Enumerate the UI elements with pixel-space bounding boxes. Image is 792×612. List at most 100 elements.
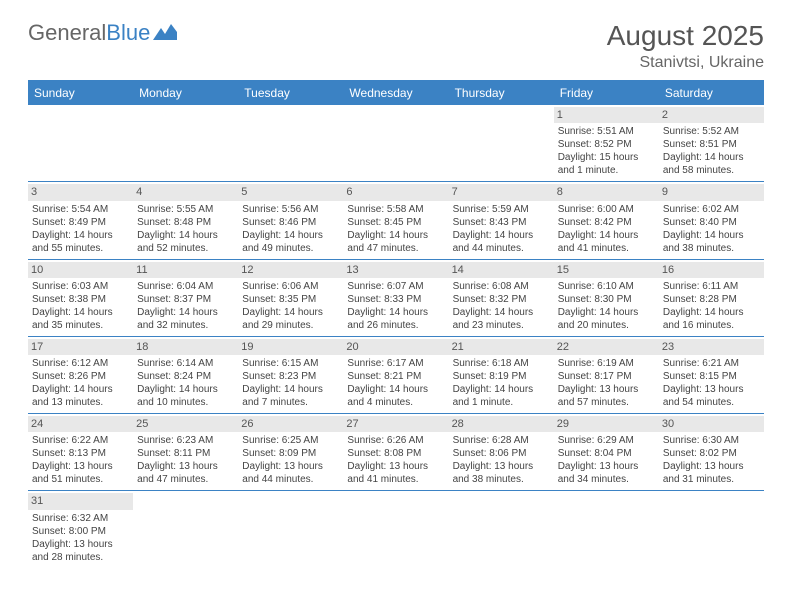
day-cell: 28Sunrise: 6:28 AMSunset: 8:06 PMDayligh… <box>449 414 554 490</box>
week-row: 3Sunrise: 5:54 AMSunset: 8:49 PMDaylight… <box>28 182 764 259</box>
day-cell <box>238 105 343 181</box>
sunrise-text: Sunrise: 5:55 AM <box>137 203 234 216</box>
daylight-text: Daylight: 14 hours and 7 minutes. <box>242 383 339 409</box>
daylight-text: Daylight: 13 hours and 28 minutes. <box>32 538 129 564</box>
day-cell: 13Sunrise: 6:07 AMSunset: 8:33 PMDayligh… <box>343 260 448 336</box>
day-cell <box>133 105 238 181</box>
day-number: 1 <box>554 107 659 123</box>
day-cell: 9Sunrise: 6:02 AMSunset: 8:40 PMDaylight… <box>659 182 764 258</box>
daylight-text: Daylight: 14 hours and 35 minutes. <box>32 306 129 332</box>
sunrise-text: Sunrise: 5:52 AM <box>663 125 760 138</box>
daylight-text: Daylight: 14 hours and 10 minutes. <box>137 383 234 409</box>
sunrise-text: Sunrise: 6:18 AM <box>453 357 550 370</box>
day-cell: 6Sunrise: 5:58 AMSunset: 8:45 PMDaylight… <box>343 182 448 258</box>
day-cell: 11Sunrise: 6:04 AMSunset: 8:37 PMDayligh… <box>133 260 238 336</box>
day-cell: 22Sunrise: 6:19 AMSunset: 8:17 PMDayligh… <box>554 337 659 413</box>
sunrise-text: Sunrise: 6:02 AM <box>663 203 760 216</box>
day-cell: 1Sunrise: 5:51 AMSunset: 8:52 PMDaylight… <box>554 105 659 181</box>
day-number: 11 <box>133 262 238 278</box>
day-number: 20 <box>343 339 448 355</box>
day-cell <box>449 105 554 181</box>
daylight-text: Daylight: 14 hours and 1 minute. <box>453 383 550 409</box>
day-number: 31 <box>28 493 133 509</box>
sunrise-text: Sunrise: 5:56 AM <box>242 203 339 216</box>
weekday-header: Wednesday <box>343 82 448 105</box>
daylight-text: Daylight: 13 hours and 54 minutes. <box>663 383 760 409</box>
sunset-text: Sunset: 8:46 PM <box>242 216 339 229</box>
calendar-grid: Sunday Monday Tuesday Wednesday Thursday… <box>28 80 764 568</box>
sunset-text: Sunset: 8:52 PM <box>558 138 655 151</box>
day-cell: 10Sunrise: 6:03 AMSunset: 8:38 PMDayligh… <box>28 260 133 336</box>
sunrise-text: Sunrise: 6:28 AM <box>453 434 550 447</box>
day-number: 28 <box>449 416 554 432</box>
daylight-text: Daylight: 13 hours and 41 minutes. <box>347 460 444 486</box>
sunrise-text: Sunrise: 6:12 AM <box>32 357 129 370</box>
daylight-text: Daylight: 14 hours and 4 minutes. <box>347 383 444 409</box>
day-cell: 17Sunrise: 6:12 AMSunset: 8:26 PMDayligh… <box>28 337 133 413</box>
daylight-text: Daylight: 14 hours and 47 minutes. <box>347 229 444 255</box>
day-cell: 25Sunrise: 6:23 AMSunset: 8:11 PMDayligh… <box>133 414 238 490</box>
week-row: 31Sunrise: 6:32 AMSunset: 8:00 PMDayligh… <box>28 491 764 567</box>
day-number: 24 <box>28 416 133 432</box>
logo-text-right: Blue <box>106 20 150 46</box>
day-number: 19 <box>238 339 343 355</box>
sunset-text: Sunset: 8:19 PM <box>453 370 550 383</box>
daylight-text: Daylight: 14 hours and 23 minutes. <box>453 306 550 332</box>
sunrise-text: Sunrise: 6:10 AM <box>558 280 655 293</box>
sunrise-text: Sunrise: 6:11 AM <box>663 280 760 293</box>
sunset-text: Sunset: 8:30 PM <box>558 293 655 306</box>
daylight-text: Daylight: 14 hours and 55 minutes. <box>32 229 129 255</box>
sunset-text: Sunset: 8:45 PM <box>347 216 444 229</box>
sunset-text: Sunset: 8:32 PM <box>453 293 550 306</box>
day-cell: 5Sunrise: 5:56 AMSunset: 8:46 PMDaylight… <box>238 182 343 258</box>
day-cell: 2Sunrise: 5:52 AMSunset: 8:51 PMDaylight… <box>659 105 764 181</box>
sunset-text: Sunset: 8:24 PM <box>137 370 234 383</box>
sunrise-text: Sunrise: 6:06 AM <box>242 280 339 293</box>
day-number: 15 <box>554 262 659 278</box>
day-number: 21 <box>449 339 554 355</box>
day-number: 29 <box>554 416 659 432</box>
sunrise-text: Sunrise: 6:29 AM <box>558 434 655 447</box>
daylight-text: Daylight: 14 hours and 13 minutes. <box>32 383 129 409</box>
sunrise-text: Sunrise: 6:30 AM <box>663 434 760 447</box>
day-number: 7 <box>449 184 554 200</box>
day-cell: 18Sunrise: 6:14 AMSunset: 8:24 PMDayligh… <box>133 337 238 413</box>
sunrise-text: Sunrise: 6:07 AM <box>347 280 444 293</box>
brand-logo: GeneralBlue <box>28 20 177 46</box>
day-cell: 21 Sunrise: 6:18 AMSunset: 8:19 PMDayligh… <box>449 337 554 413</box>
day-cell: 27Sunrise: 6:26 AMSunset: 8:08 PMDayligh… <box>343 414 448 490</box>
day-number: 8 <box>554 184 659 200</box>
sunset-text: Sunset: 8:21 PM <box>347 370 444 383</box>
day-number: 30 <box>659 416 764 432</box>
day-number: 14 <box>449 262 554 278</box>
daylight-text: Daylight: 13 hours and 31 minutes. <box>663 460 760 486</box>
day-number: 10 <box>28 262 133 278</box>
sunset-text: Sunset: 8:51 PM <box>663 138 760 151</box>
day-cell: 26Sunrise: 6:25 AMSunset: 8:09 PMDayligh… <box>238 414 343 490</box>
day-number: 23 <box>659 339 764 355</box>
sunrise-text: Sunrise: 6:08 AM <box>453 280 550 293</box>
sunset-text: Sunset: 8:15 PM <box>663 370 760 383</box>
sunrise-text: Sunrise: 5:58 AM <box>347 203 444 216</box>
day-cell: 8Sunrise: 6:00 AMSunset: 8:42 PMDaylight… <box>554 182 659 258</box>
day-cell <box>449 491 554 567</box>
sunset-text: Sunset: 8:38 PM <box>32 293 129 306</box>
daylight-text: Daylight: 14 hours and 58 minutes. <box>663 151 760 177</box>
week-row: 24 Sunrise: 6:22 AMSunset: 8:13 PM Dayligh… <box>28 414 764 491</box>
weekday-header: Saturday <box>659 82 764 105</box>
flag-icon <box>153 20 177 46</box>
sunset-text: Sunset: 8:26 PM <box>32 370 129 383</box>
sunrise-text: Sunrise: 6:21 AM <box>663 357 760 370</box>
daylight-text: Daylight: 14 hours and 49 minutes. <box>242 229 339 255</box>
sunrise-text: Sunrise: 5:59 AM <box>453 203 550 216</box>
daylight-text: Daylight: 13 hours and 34 minutes. <box>558 460 655 486</box>
title-block: August 2025 Stanivtsi, Ukraine <box>607 20 764 72</box>
daylight-text: Daylight: 14 hours and 29 minutes. <box>242 306 339 332</box>
sunset-text: Sunset: 8:06 PM <box>453 447 550 460</box>
weekday-header: Thursday <box>449 82 554 105</box>
sunrise-text: Sunrise: 5:51 AM <box>558 125 655 138</box>
sunset-text: Sunset: 8:13 PM <box>32 447 129 460</box>
sunrise-text: Sunrise: 6:22 AM <box>32 434 129 447</box>
day-number: 12 <box>238 262 343 278</box>
day-number: 3 <box>28 184 133 200</box>
